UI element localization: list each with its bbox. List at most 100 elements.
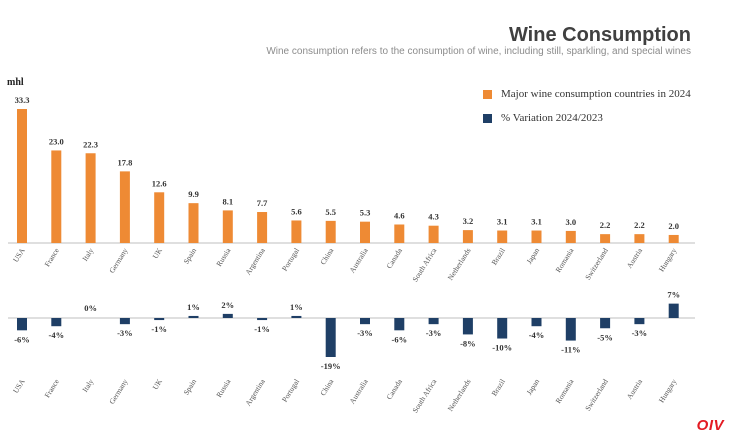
consumption-label-france: 23.0	[49, 136, 64, 146]
variation-bar-austria	[634, 318, 645, 325]
consumption-bar-russia	[222, 210, 233, 243]
consumption-label-canada: 4.6	[394, 210, 405, 220]
variation-bar-france	[51, 318, 62, 327]
variation-tick-italy: Italy	[80, 377, 95, 394]
consumption-tick-russia: Russia	[214, 246, 233, 268]
consumption-bar-japan	[531, 230, 542, 243]
variation-tick-spain: Spain	[182, 377, 199, 396]
variation-tick-uk: UK	[151, 377, 165, 391]
consumption-bar-switzerland	[600, 234, 611, 243]
consumption-bar-canada	[394, 224, 405, 243]
variation-bar-south-africa	[428, 318, 439, 325]
variation-bar-canada	[394, 318, 405, 331]
consumption-tick-japan: Japan	[525, 246, 542, 265]
consumption-tick-china: China	[318, 246, 335, 267]
variation-label-spain: 1%	[187, 302, 200, 312]
consumption-label-china: 5.5	[325, 207, 336, 217]
consumption-bar-australia	[360, 221, 370, 243]
consumption-tick-switzerland: Switzerland	[583, 246, 610, 281]
variation-tick-romania: Romania	[554, 377, 576, 405]
variation-label-hungary: 7%	[667, 290, 680, 300]
variation-label-germany: -3%	[117, 328, 133, 338]
variation-label-netherlands: -8%	[460, 338, 476, 348]
variation-bar-spain	[188, 315, 199, 318]
variation-label-france: -4%	[49, 330, 65, 340]
variation-bar-argentina	[257, 318, 268, 321]
consumption-label-switzerland: 2.2	[600, 220, 611, 230]
unit-label: mhl	[7, 77, 24, 88]
oiv-logo: OIV	[696, 417, 724, 434]
consumption-tick-germany: Germany	[107, 246, 130, 275]
consumption-label-portugal: 5.6	[291, 206, 302, 216]
consumption-label-hungary: 2.0	[668, 221, 679, 231]
consumption-bar-argentina	[257, 212, 268, 243]
consumption-bar-china	[325, 220, 336, 243]
consumption-tick-austria: Austria	[625, 246, 645, 270]
consumption-tick-netherlands: Netherlands	[446, 246, 473, 282]
consumption-bar-romania	[565, 230, 576, 243]
variation-bar-usa	[17, 318, 27, 331]
variation-label-china: -19%	[321, 361, 341, 371]
variation-tick-usa: USA	[11, 377, 27, 395]
variation-tick-portugal: Portugal	[280, 377, 301, 403]
variation-tick-netherlands: Netherlands	[446, 377, 473, 413]
consumption-tick-australia: Australia	[347, 246, 370, 275]
variation-tick-china: China	[318, 377, 335, 398]
consumption-tick-argentina: Argentina	[243, 246, 267, 277]
variation-bar-switzerland	[600, 318, 611, 329]
consumption-label-spain: 9.9	[188, 189, 199, 199]
variation-tick-south-africa: South Africa	[410, 377, 438, 415]
consumption-label-romania: 3.0	[565, 217, 576, 227]
variation-label-brazil: -10%	[492, 343, 512, 353]
consumption-bar-hungary	[668, 234, 679, 243]
consumption-label-argentina: 7.7	[257, 198, 268, 208]
consumption-bar-germany	[119, 171, 130, 243]
consumption-tick-spain: Spain	[182, 246, 199, 265]
variation-tick-hungary: Hungary	[657, 377, 679, 404]
chart-title: Wine Consumption	[508, 24, 691, 46]
consumption-tick-france: France	[43, 246, 62, 269]
consumption-label-austria: 2.2	[634, 220, 645, 230]
variation-tick-brazil: Brazil	[490, 377, 507, 397]
consumption-label-germany: 17.8	[117, 157, 132, 167]
legend-label-variation: % Variation 2024/2023	[501, 112, 603, 124]
variation-bar-germany	[119, 318, 130, 325]
consumption-bar-uk	[154, 192, 165, 243]
consumption-label-brazil: 3.1	[497, 217, 508, 227]
consumption-bar-usa	[17, 109, 27, 243]
consumption-bar-portugal	[291, 220, 302, 243]
consumption-label-south-africa: 4.3	[428, 212, 439, 222]
variation-label-uk: -1%	[151, 324, 167, 334]
variation-tick-argentina: Argentina	[243, 377, 267, 408]
consumption-bar-austria	[634, 234, 645, 243]
variation-bar-australia	[360, 318, 370, 325]
variation-bar-brazil	[497, 318, 508, 339]
legend-swatch-consumption	[483, 89, 492, 99]
variation-tick-japan: Japan	[525, 377, 542, 396]
legend-label-consumption: Major wine consumption countries in 2024	[501, 88, 691, 100]
variation-label-south-africa: -3%	[426, 328, 442, 338]
consumption-tick-uk: UK	[151, 246, 165, 260]
variation-tick-canada: Canada	[384, 377, 404, 401]
variation-bar-hungary	[668, 303, 679, 318]
variation-label-austria: -3%	[632, 328, 648, 338]
consumption-label-italy: 22.3	[83, 139, 98, 149]
variation-label-portugal: 1%	[290, 302, 303, 312]
variation-tick-germany: Germany	[107, 377, 130, 406]
variation-label-canada: -6%	[392, 334, 408, 344]
variation-label-usa: -6%	[14, 334, 30, 344]
variation-bar-portugal	[291, 315, 302, 318]
variation-tick-austria: Austria	[625, 377, 645, 401]
legend-item-consumption: Major wine consumption countries in 2024	[483, 88, 691, 100]
consumption-bar-italy	[85, 153, 96, 243]
variation-bar-uk	[154, 318, 165, 321]
consumption-tick-hungary: Hungary	[657, 246, 679, 273]
variation-label-argentina: -1%	[254, 324, 270, 334]
consumption-label-russia: 8.1	[222, 196, 233, 206]
variation-label-switzerland: -5%	[597, 332, 613, 342]
consumption-tick-romania: Romania	[554, 246, 576, 274]
variation-bar-romania	[565, 318, 576, 341]
consumption-bar-france	[51, 150, 62, 243]
consumption-bar-netherlands	[462, 230, 473, 243]
